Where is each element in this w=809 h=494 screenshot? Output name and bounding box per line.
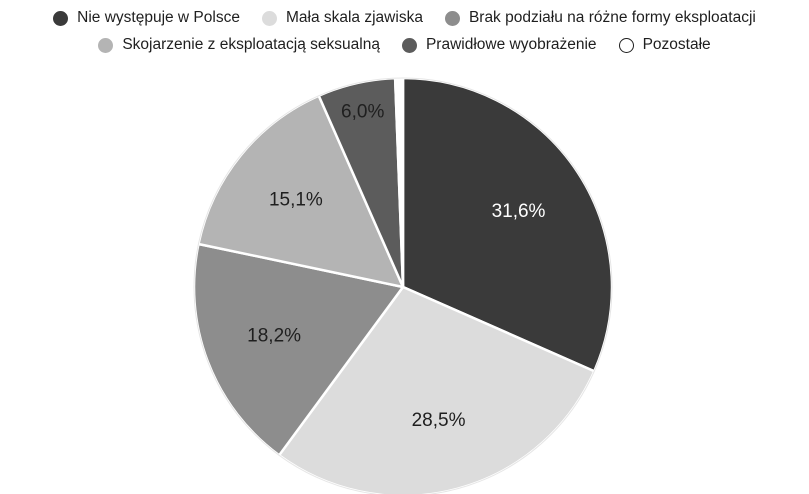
legend-swatch-brak-podzialu (444, 10, 460, 26)
data-labels: 31,6% 28,5% 18,2% 15,1% 6,0% (247, 101, 545, 430)
legend-swatch-mala-skala (261, 10, 277, 26)
legend-row-2: Skojarzenie z eksploatacją seksualną Praw… (0, 36, 809, 54)
legend-swatch-prawidlowe (401, 37, 417, 53)
legend-label-mala-skala: Mała skala zjawiska (285, 9, 423, 26)
data-label-skojarzenie: 15,1% (269, 190, 323, 211)
legend-swatch-nie-wystepuje (53, 10, 69, 26)
data-label-prawidlowe: 6,0% (341, 101, 384, 122)
legend-item-mala-skala: Mała skala zjawiska (261, 9, 423, 27)
legend-item-nie-wystepuje: Nie występuje w Polsce (53, 9, 240, 27)
legend-item-pozostale: Pozostałe (618, 36, 711, 54)
slices (192, 76, 614, 494)
data-label-nie-wystepuje: 31,6% (492, 201, 546, 222)
legend-item-brak-podzialu: Brak podziału na różne formy eksploatacj… (444, 9, 756, 27)
legend-label-brak-podzialu: Brak podziału na różne formy eksploatacj… (468, 9, 756, 26)
legend-item-skojarzenie: Skojarzenie z eksploatacją seksualną (98, 36, 380, 54)
pie-outline (193, 77, 613, 494)
legend-item-prawidlowe: Prawidłowe wyobrażenie (401, 36, 597, 54)
data-label-mala-skala: 28,5% (412, 410, 466, 431)
legend-label-nie-wystepuje: Nie występuje w Polsce (77, 9, 240, 26)
legend-label-pozostale: Pozostałe (642, 36, 711, 53)
legend-row-1: Nie występuje w Polsce Mała skala zjawisk… (0, 9, 809, 27)
legend-label-skojarzenie: Skojarzenie z eksploatacją seksualną (122, 36, 380, 53)
legend-swatch-skojarzenie (98, 37, 114, 53)
legend-swatch-pozostale (618, 37, 634, 53)
legend-label-prawidlowe: Prawidłowe wyobrażenie (425, 36, 597, 53)
data-label-brak-podzialu: 18,2% (247, 326, 301, 347)
